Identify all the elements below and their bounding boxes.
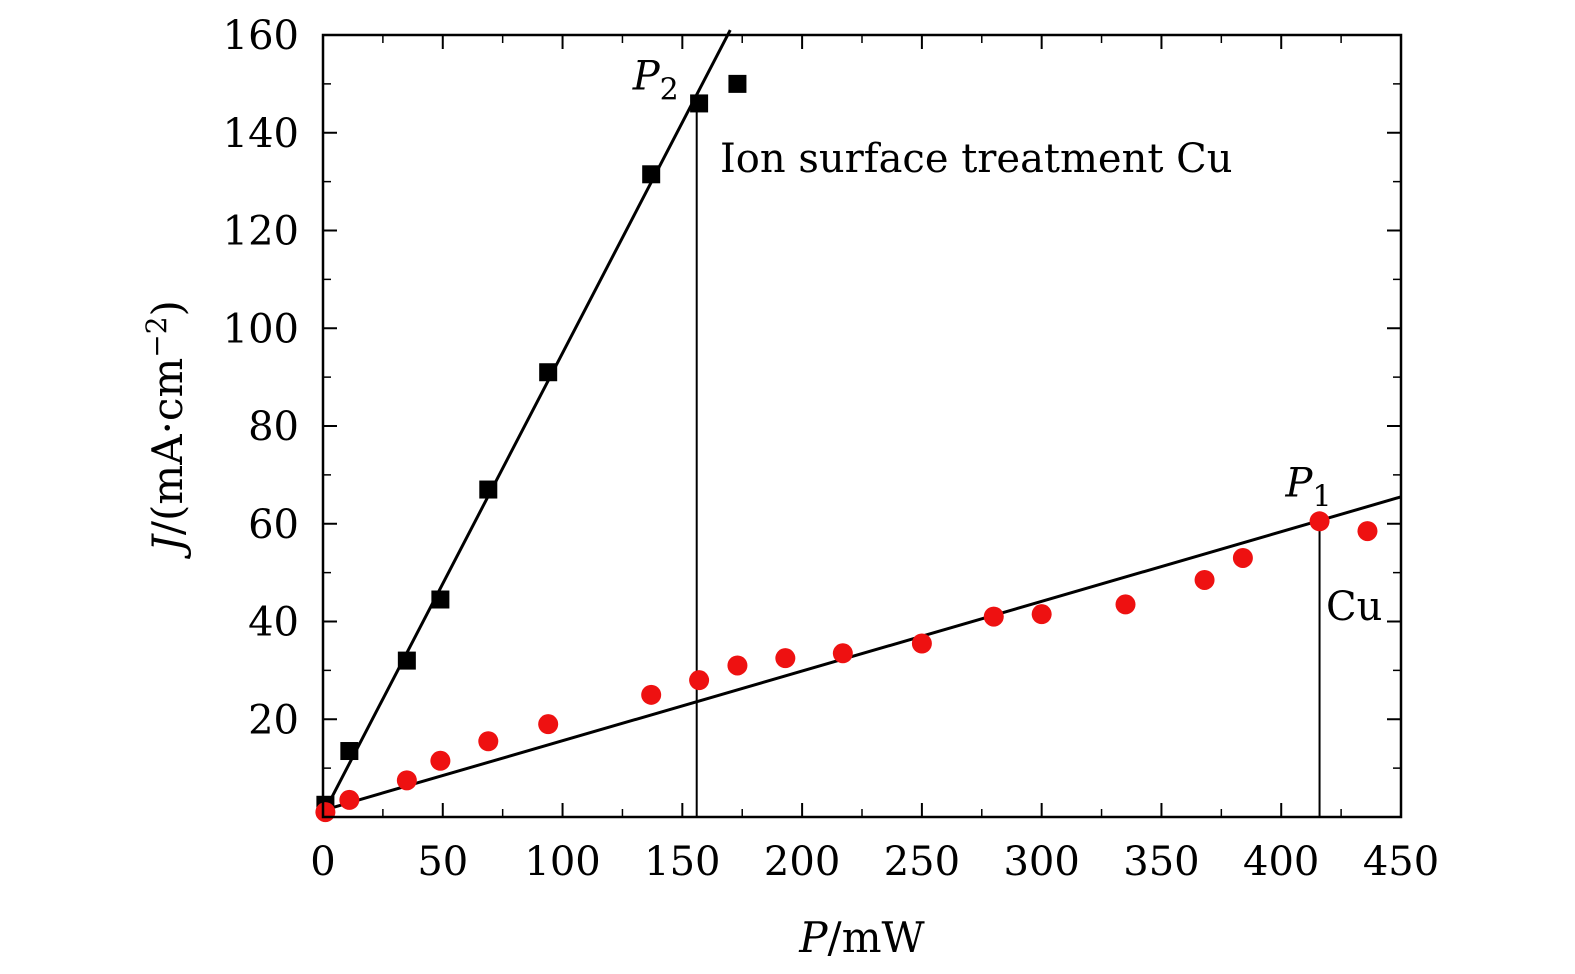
data-point-square (728, 74, 747, 93)
y-tick-label: 160 (223, 13, 299, 59)
data-point-circle (396, 770, 417, 791)
marker-p2-label: P2 (632, 53, 679, 107)
data-point-circle (1232, 547, 1253, 568)
x-tick-label: 100 (524, 839, 600, 885)
data-point-circle (832, 643, 853, 664)
data-point-circle (538, 714, 559, 735)
y-axis-sup: −2 (140, 316, 173, 357)
data-point-circle (727, 655, 748, 676)
data-point-circle (430, 750, 451, 771)
y-tick-label: 40 (248, 600, 299, 646)
data-point-circle (1031, 604, 1052, 625)
data-point-circle (641, 684, 662, 705)
y-axis-unit: /(mA·cm (143, 358, 192, 535)
data-point-square (479, 480, 498, 499)
data-point-circle (315, 802, 336, 823)
data-point-square (431, 590, 450, 609)
data-point-circle (339, 789, 360, 810)
y-axis-close: ) (143, 300, 192, 316)
x-tick-label: 250 (884, 839, 960, 885)
fit-line-series-1 (324, 29, 732, 811)
x-tick-label: 450 (1363, 839, 1439, 885)
data-point-circle (1309, 511, 1330, 532)
fit-line-series-2 (324, 495, 1402, 812)
data-point-circle (689, 670, 710, 691)
x-tick-label: 0 (310, 839, 335, 885)
data-point-circle (775, 648, 796, 669)
data-point-circle (983, 606, 1004, 627)
x-tick-label: 300 (1003, 839, 1079, 885)
y-tick-label: 120 (223, 209, 299, 255)
marker-p1-label: P1 (1285, 460, 1332, 514)
y-tick-label: 20 (248, 697, 299, 743)
y-axis-title: J/(mA·cm−2) (140, 300, 192, 560)
x-tick-label: 350 (1123, 839, 1199, 885)
data-point-circle (1194, 569, 1215, 590)
x-axis-unit: /mW (828, 913, 926, 962)
y-axis-var: J (143, 533, 192, 560)
y-tick-label: 140 (223, 111, 299, 157)
y-tick-label: 60 (248, 502, 299, 548)
x-tick-label: 150 (644, 839, 720, 885)
series2-label: Cu (1326, 584, 1382, 630)
x-tick-label: 400 (1243, 839, 1319, 885)
x-axis-var: P (798, 913, 828, 962)
y-tick-label: 100 (223, 306, 299, 352)
x-tick-label: 50 (417, 839, 468, 885)
x-tick-label: 200 (764, 839, 840, 885)
data-point-square (690, 94, 709, 113)
data-point-square (539, 363, 558, 382)
data-point-circle (1357, 521, 1378, 542)
data-point-square (340, 742, 359, 761)
data-point-circle (1115, 594, 1136, 615)
data-point-circle (911, 633, 932, 654)
x-axis-title: P/mW (798, 913, 925, 962)
y-tick-label: 80 (248, 404, 299, 450)
data-point-circle (478, 731, 499, 752)
data-point-square (642, 165, 661, 184)
data-point-square (397, 651, 416, 670)
series1-label: Ion surface treatment Cu (720, 136, 1233, 182)
